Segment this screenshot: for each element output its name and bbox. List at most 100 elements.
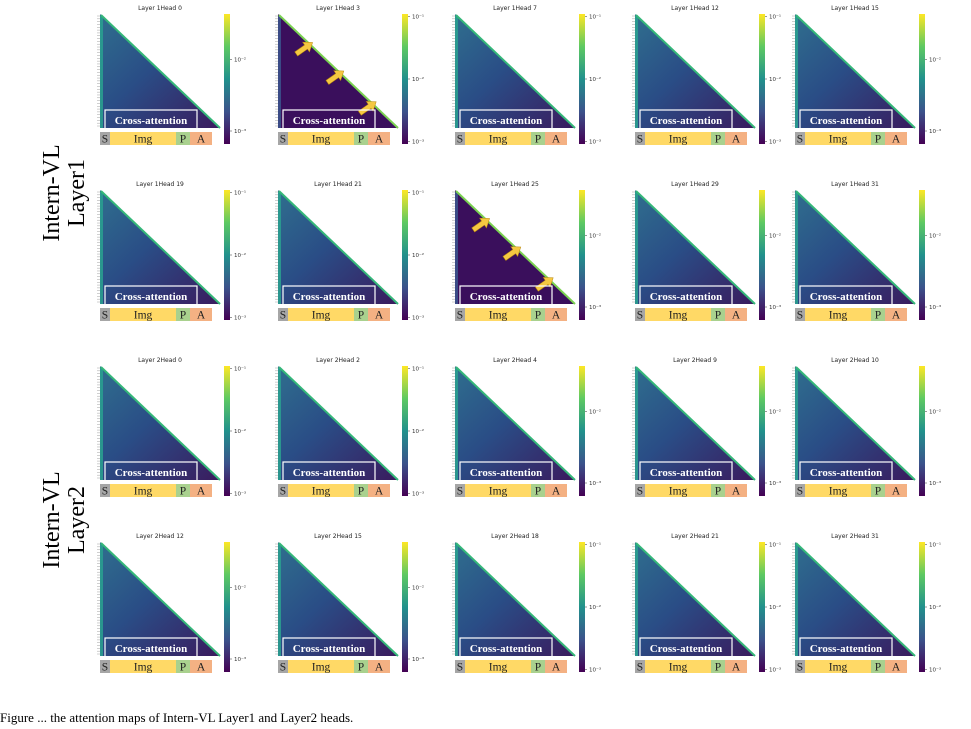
- token-segment-a: A: [545, 484, 567, 498]
- token-segment-img: Img: [110, 308, 176, 322]
- token-segment-p: P: [871, 308, 885, 322]
- svg-text:A: A: [375, 662, 384, 674]
- token-segment-img: Img: [805, 132, 871, 146]
- colorbar-tick-label: 10⁻³: [769, 480, 781, 487]
- cross-attention-label: Cross-attention: [650, 467, 723, 479]
- highlight-arrow-icon: [535, 277, 554, 292]
- svg-text:A: A: [892, 310, 901, 322]
- heatmap-title: Layer 2Head 2: [316, 357, 360, 364]
- token-segment-img: Img: [110, 132, 176, 146]
- cross-attention-label: Cross-attention: [293, 115, 366, 127]
- token-segment-s: S: [795, 660, 805, 674]
- colorbar: [759, 190, 765, 320]
- svg-text:P: P: [875, 134, 881, 146]
- token-ticks: [452, 367, 455, 479]
- colorbar-tick-label: 10⁻¹: [412, 190, 424, 197]
- cross-attention-label: Cross-attention: [810, 643, 883, 655]
- token-segment-p: P: [176, 308, 190, 322]
- sink-column: [100, 544, 103, 656]
- token-segment-a: A: [885, 308, 907, 322]
- colorbar-tick-label: 10⁻²: [234, 252, 246, 259]
- svg-text:A: A: [552, 310, 561, 322]
- sink-column: [795, 368, 798, 480]
- token-segment-s: S: [278, 484, 288, 498]
- token-segment-img: Img: [288, 484, 354, 498]
- token-ticks: [452, 543, 455, 655]
- token-segment-p: P: [354, 308, 368, 322]
- cross-attention-box: [799, 461, 893, 483]
- diagonal-band: [278, 542, 399, 657]
- svg-text:P: P: [358, 134, 364, 146]
- colorbar-tick-label: 10⁻²: [412, 76, 424, 83]
- colorbar-tick-label: 10⁻¹: [412, 14, 424, 21]
- token-segment-s: S: [635, 484, 645, 498]
- cross-attention-box: [104, 109, 198, 131]
- token-segment-p: P: [871, 484, 885, 498]
- svg-text:S: S: [102, 134, 108, 146]
- attention-heatmap-panel: Layer 2Head 10 Cross-attention S Img P A 10⁻² 1…: [792, 357, 941, 498]
- token-segment-a: A: [545, 132, 567, 146]
- svg-text:A: A: [552, 486, 561, 498]
- cross-attention-label: Cross-attention: [470, 115, 543, 127]
- token-segment-a: A: [545, 660, 567, 674]
- sink-column: [635, 192, 638, 304]
- cross-attention-label: Cross-attention: [115, 291, 188, 303]
- colorbar: [224, 366, 230, 496]
- diagonal-band: [795, 542, 916, 657]
- colorbar: [402, 542, 408, 672]
- diagonal-band: [795, 190, 916, 305]
- token-segment-s: S: [455, 132, 465, 146]
- heatmap-title: Layer 1Head 21: [314, 181, 362, 188]
- highlight-arrow-icon: [325, 70, 345, 85]
- colorbar-tick-label: 10⁻³: [234, 656, 246, 663]
- svg-text:P: P: [535, 310, 541, 322]
- token-segment-p: P: [531, 660, 545, 674]
- token-ticks: [632, 191, 635, 303]
- colorbar-tick-label: 10⁻²: [234, 585, 246, 592]
- attention-heatmap-panel: Layer 1Head 15 Cross-attention S Img P A 10⁻² 1…: [792, 5, 941, 146]
- colorbar-tick-label: 10⁻³: [769, 304, 781, 311]
- colorbar: [579, 542, 585, 672]
- token-segment-s: S: [795, 132, 805, 146]
- token-segment-a: A: [190, 660, 212, 674]
- colorbar-tick-label: 10⁻³: [769, 666, 781, 673]
- cross-attention-box: [799, 109, 893, 131]
- token-segment-img: Img: [645, 484, 711, 498]
- colorbar-tick-label: 10⁻²: [589, 409, 601, 416]
- attention-heatmap-panel: Layer 2Head 12 Cross-attention S Img P A 10⁻² 1…: [97, 533, 246, 674]
- token-ticks: [792, 191, 795, 303]
- colorbar-tick-label: 10⁻¹: [234, 190, 246, 197]
- svg-text:A: A: [892, 134, 901, 146]
- token-segment-a: A: [368, 132, 390, 146]
- diagonal-band: [100, 366, 221, 481]
- token-segment-a: A: [725, 308, 747, 322]
- colorbar: [759, 366, 765, 496]
- attention-heatmap-panel: Layer 1Head 3 Cross-attention S Img P A 10⁻¹ 10…: [275, 5, 424, 146]
- cross-attention-box: [282, 637, 376, 659]
- token-segment-img: Img: [805, 660, 871, 674]
- svg-text:P: P: [875, 310, 881, 322]
- colorbar: [402, 190, 408, 320]
- svg-text:P: P: [715, 310, 721, 322]
- colorbar: [919, 542, 925, 672]
- svg-text:S: S: [280, 662, 286, 674]
- token-segment-a: A: [885, 660, 907, 674]
- svg-text:Img: Img: [489, 134, 508, 146]
- svg-text:P: P: [535, 486, 541, 498]
- heatmap-title: Layer 1Head 12: [671, 5, 719, 12]
- token-segment-s: S: [455, 660, 465, 674]
- token-ticks: [275, 15, 278, 127]
- colorbar-tick-label: 10⁻¹: [589, 14, 601, 21]
- attention-heatmap-panel: Layer 2Head 2 Cross-attention S Img P A 10⁻¹ 10…: [275, 357, 424, 498]
- svg-text:A: A: [375, 310, 384, 322]
- attention-heatmap-panel: Layer 1Head 0 Cross-attention S Img P A 10⁻² 10…: [97, 5, 246, 146]
- sink-column: [100, 368, 103, 480]
- svg-text:Img: Img: [829, 134, 848, 146]
- sink-column: [455, 192, 458, 304]
- colorbar-tick-label: 10⁻²: [769, 604, 781, 611]
- svg-text:A: A: [892, 486, 901, 498]
- svg-text:S: S: [280, 134, 286, 146]
- token-ticks: [452, 191, 455, 303]
- token-segment-p: P: [871, 660, 885, 674]
